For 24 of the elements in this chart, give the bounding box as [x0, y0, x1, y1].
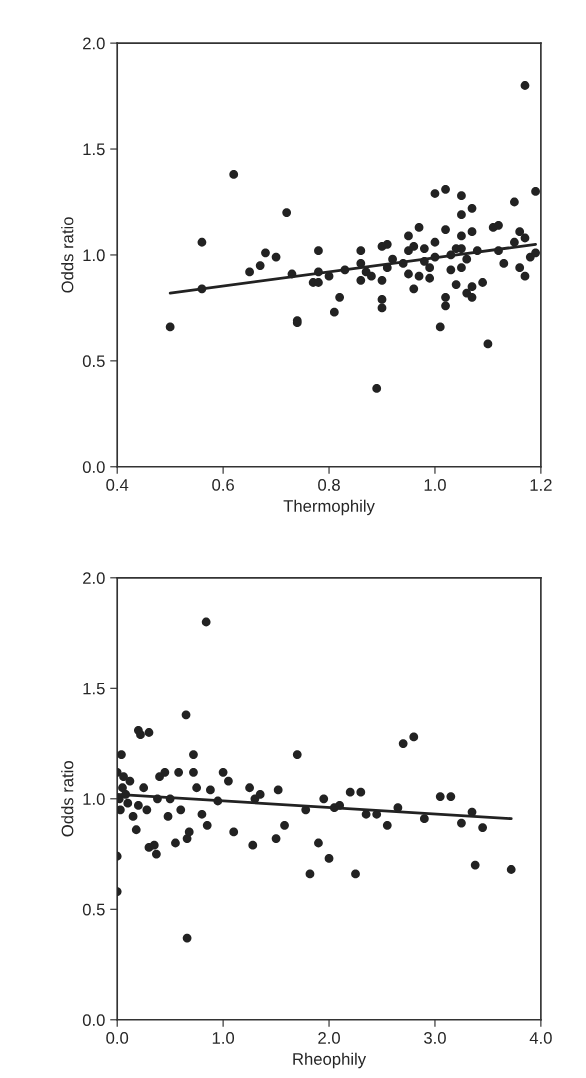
y-tick-label: 1.0	[83, 793, 105, 805]
x-tick-label: 1.0	[424, 479, 446, 491]
y-axis-title: Odds ratio	[61, 217, 74, 293]
x-tick-label: 0.0	[106, 1032, 129, 1044]
y-tick-label: 1.0	[83, 249, 105, 262]
y-tick-label: 0.0	[82, 461, 105, 473]
y-tick-label: 0.0	[82, 1014, 105, 1026]
y-tick-label: 2.0	[83, 572, 105, 585]
x-tick-label: 1.2	[530, 479, 552, 491]
x-tick-label: 0.4	[106, 479, 129, 491]
x-tick-label: 1.0	[212, 1032, 235, 1044]
y-tick-label: 1.5	[83, 143, 105, 156]
y-tick-label: 1.5	[83, 682, 105, 695]
y-axis-title: Odds ratio	[61, 761, 74, 837]
y-tick-label: 2.0	[83, 37, 105, 50]
x-tick-label: 0.8	[318, 479, 340, 491]
y-tick-label: 0.5	[82, 903, 105, 916]
x-axis-title: Rheophily	[293, 1052, 367, 1069]
x-tick-label: 0.6	[212, 479, 234, 491]
y-tick-label: 0.5	[82, 355, 105, 368]
x-tick-label: 3.0	[424, 1032, 446, 1044]
x-axis-title: Thermophily	[283, 499, 375, 516]
x-tick-label: 4.0	[529, 1032, 552, 1044]
x-tick-label: 2.0	[318, 1032, 340, 1044]
